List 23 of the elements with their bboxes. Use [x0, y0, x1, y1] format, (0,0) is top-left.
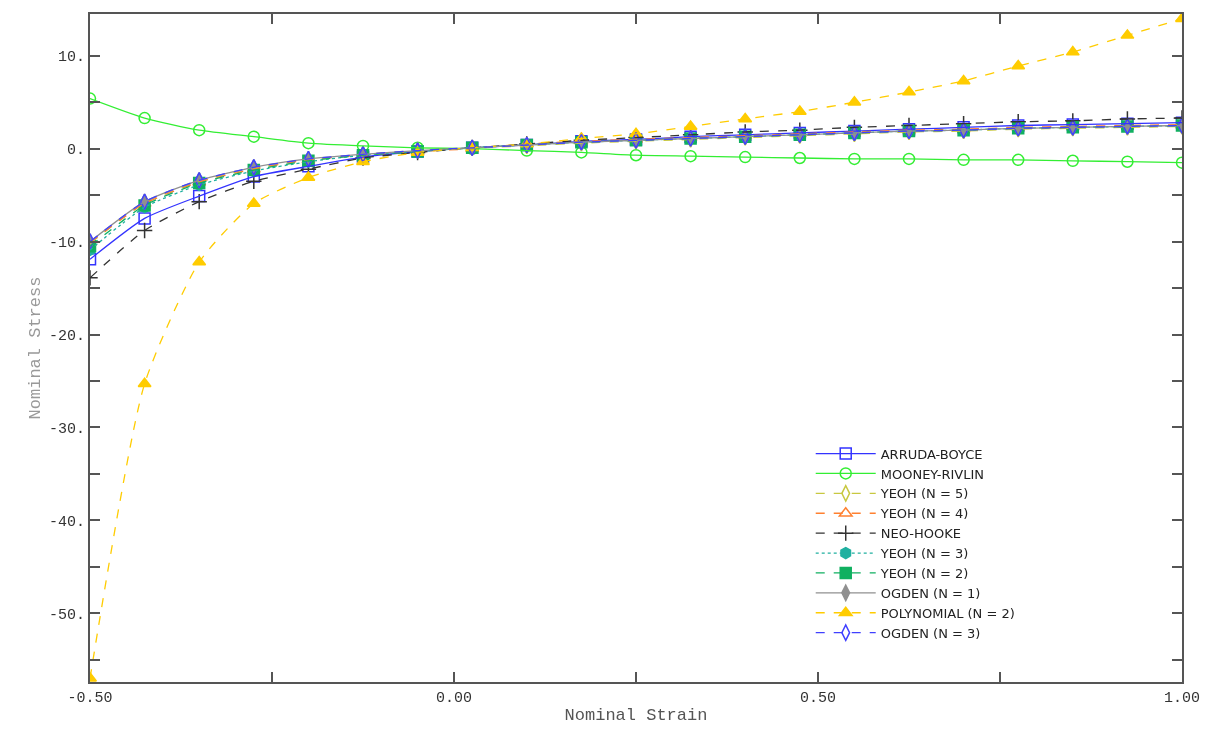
x-axis-title: Nominal Strain [564, 705, 708, 725]
y-tick-label: -30. [48, 420, 85, 438]
legend-label: MOONEY-RIVLIN [880, 466, 984, 482]
legend-label: YEOH (N = 3) [879, 546, 969, 562]
legend-label: NEO-HOOKE [880, 526, 961, 542]
y-tick-label: 10. [57, 49, 85, 67]
legend-label: OGDEN (N = 1) [880, 585, 981, 601]
y-tick-label: -50. [48, 606, 85, 624]
legend-label: YEOH (N = 2) [879, 566, 969, 582]
x-tick-label: -0.50 [67, 690, 113, 707]
x-tick-label: 0.00 [435, 690, 473, 707]
y-tick-label: 0. [66, 141, 85, 159]
y-tick-label: -20. [48, 327, 85, 345]
x-tick-label: 1.00 [1163, 690, 1201, 707]
y-axis-title: Nominal Stress [26, 276, 46, 420]
legend-label: YEOH (N = 5) [879, 486, 969, 502]
legend-label: OGDEN (N = 3) [880, 625, 981, 641]
legend-label: YEOH (N = 4) [879, 506, 969, 522]
x-tick-label: 0.50 [799, 690, 837, 707]
legend-label: ARRUDA-BOYCE [880, 446, 983, 462]
y-tick-label: -10. [48, 234, 85, 252]
legend-label: POLYNOMIAL (N = 2) [880, 605, 1015, 621]
y-tick-label: -40. [48, 513, 85, 531]
